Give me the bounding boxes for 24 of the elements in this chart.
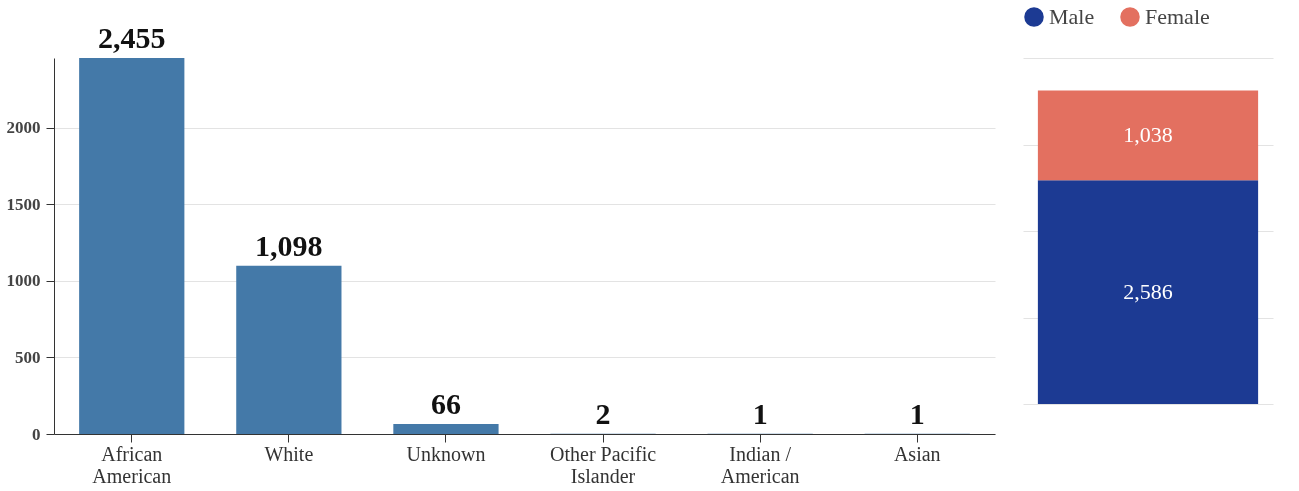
y-tick-label: 1500: [6, 194, 41, 214]
y-tick-label: 2000: [6, 118, 41, 138]
bar: [393, 423, 499, 434]
data-label: 66: [430, 386, 461, 420]
y-tick-label: 500: [15, 347, 41, 367]
data-label: 1: [752, 396, 768, 430]
y-tick-label: 1000: [6, 271, 41, 291]
data-label: 1: [909, 396, 925, 430]
x-tick-label: Indian / American: [720, 442, 800, 487]
y-tick-label: 0: [32, 424, 41, 444]
bar: [236, 265, 342, 434]
legend-label: Female: [1145, 4, 1210, 29]
data-label: 1,098: [255, 228, 323, 262]
x-tick-label: African American: [92, 442, 172, 487]
data-label: 2,586: [1123, 279, 1173, 305]
x-tick-label: White: [264, 442, 314, 465]
x-tick-label: Other Pacific Islander: [550, 442, 657, 487]
bar: [79, 58, 185, 434]
x-tick-label: Asian: [893, 442, 941, 465]
legend-label: Male: [1049, 4, 1095, 29]
x-tick-label: Unknown: [406, 442, 486, 465]
data-label: 2: [595, 396, 611, 430]
data-label: 1,038: [1123, 122, 1173, 148]
data-label: 2,455: [98, 21, 166, 54]
